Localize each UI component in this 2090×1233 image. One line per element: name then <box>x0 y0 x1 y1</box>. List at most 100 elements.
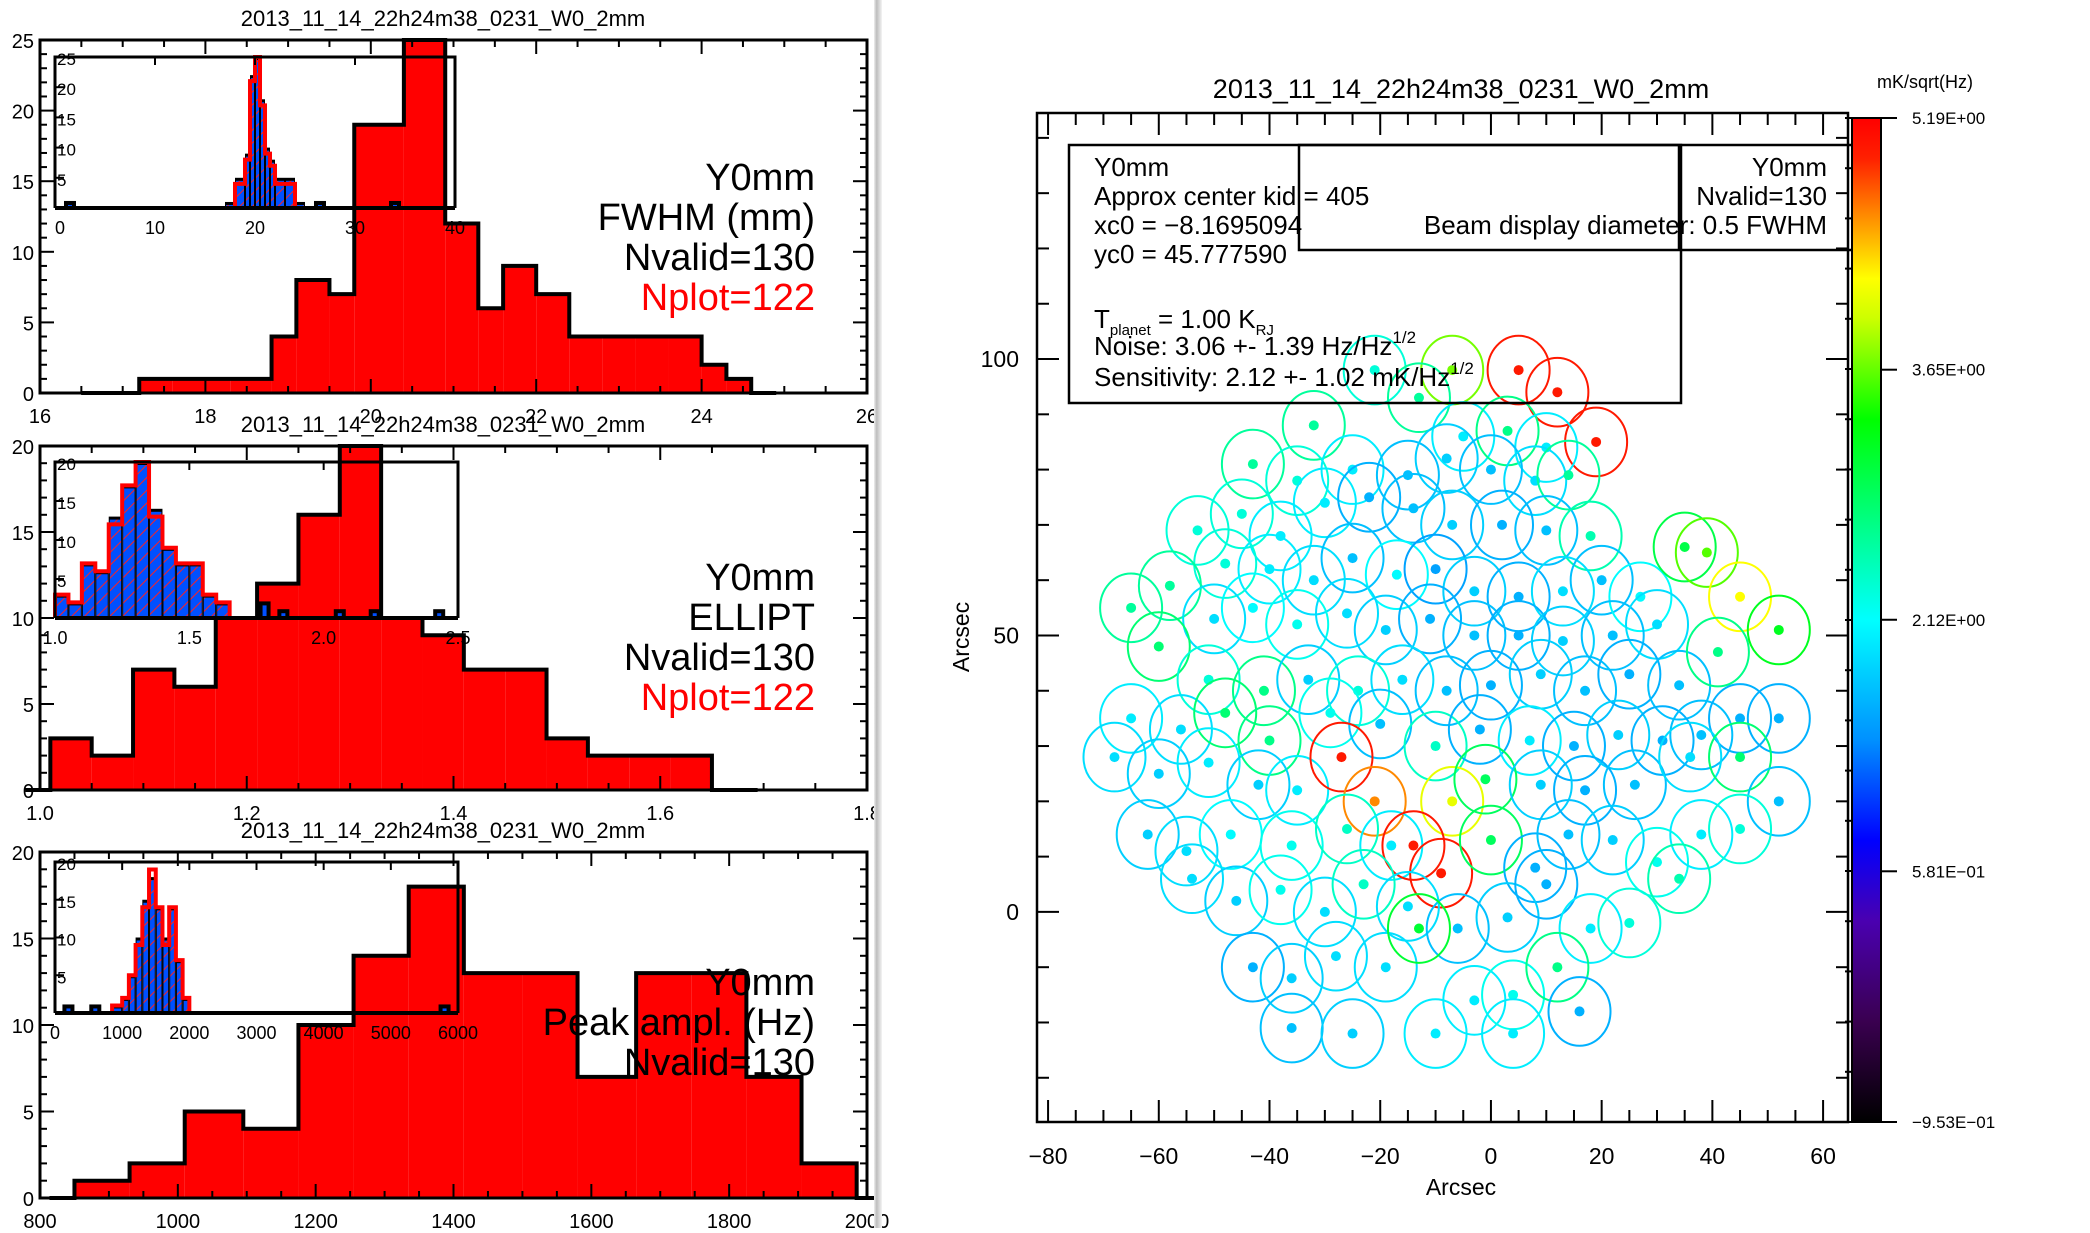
inset-y-tick-label: 10 <box>57 931 76 950</box>
detector-beam <box>1193 677 1258 749</box>
detector-beam <box>1525 356 1590 428</box>
x-tick-label: 1.0 <box>26 803 54 825</box>
beam-ellipse <box>1381 810 1446 881</box>
map-x-tick-label: 0 <box>1485 1143 1498 1169</box>
histogram-bar <box>522 973 578 1198</box>
beam-center-dot <box>1441 453 1452 464</box>
inset-bar-hatched <box>183 1000 189 1013</box>
beam-center-dot <box>1413 392 1424 403</box>
beam-center-dot <box>1773 796 1784 807</box>
x-tick-label: 1600 <box>569 1211 614 1228</box>
beam-center-dot <box>1175 724 1186 735</box>
colorbar-tick-label: 3.65E+00 <box>1912 361 1985 380</box>
inset-y-tick-label: 5 <box>57 572 66 591</box>
detector-beam <box>1486 334 1551 406</box>
histogram-annotation: Y0mm <box>705 962 815 1004</box>
beam-center-dot <box>1652 857 1663 868</box>
peak-amplitude-histogram: 2013_11_14_22h24m38_0231_W0_2mm 0 1000 200… <box>12 818 890 1233</box>
detector-beam <box>1403 710 1468 782</box>
detector-beam <box>1364 539 1429 610</box>
beam-center-dot <box>1458 431 1469 442</box>
inset-x-tick-label: 10 <box>145 218 165 238</box>
map-y-tick-label: 0 <box>1006 899 1019 925</box>
colorbar-tick-label: −9.53E−01 <box>1912 1113 1995 1132</box>
beam-center-dot <box>1358 879 1369 890</box>
beam-ellipse <box>1497 705 1562 776</box>
inset-x-tick-label: 1000 <box>102 1023 142 1043</box>
inset-bar-hatched <box>136 940 142 1013</box>
histogram-bar <box>635 336 669 393</box>
beam-ellipse <box>1409 837 1474 909</box>
beam-center-dot <box>1469 995 1480 1006</box>
histogram-annotation: ELLIPT <box>688 597 815 639</box>
beam-ellipse <box>1481 998 1546 1069</box>
beam-ellipse <box>1486 334 1551 406</box>
detector-beam <box>1420 766 1485 837</box>
detector-beam <box>1126 738 1191 810</box>
inset-x-tick-label: 0 <box>50 1023 60 1043</box>
beam-ellipse <box>1209 478 1274 550</box>
map-axes: −80 −60 −40 −20 0 20 40 60 0 50 100 <box>981 113 1848 1169</box>
beam-center-dot <box>1735 713 1746 724</box>
detector-beam <box>1348 688 1413 760</box>
beam-ellipse <box>1398 583 1463 655</box>
inset-x-tick-label: 4000 <box>304 1023 344 1043</box>
map-x-tick-label: 60 <box>1810 1143 1836 1169</box>
beam-center-dot <box>1408 840 1419 851</box>
beam-ellipse <box>1281 544 1346 616</box>
beam-center-dot <box>1735 823 1746 834</box>
histogram-bar <box>174 686 216 790</box>
beam-ellipse <box>1458 649 1523 721</box>
histogram-bar <box>536 294 570 393</box>
inset-x-tick-label: 1.0 <box>42 628 67 648</box>
beam-center-dot <box>1552 387 1563 398</box>
legend-noise: Noise: 3.06 +- 1.39 Hz/Hz1/2 <box>1094 328 1416 361</box>
beam-ellipse <box>1126 611 1191 682</box>
detector-beam <box>1442 555 1507 627</box>
beam-ellipse <box>1602 749 1667 821</box>
beam-ellipse <box>1447 694 1512 765</box>
beam-ellipse <box>1204 865 1269 937</box>
beam-ellipse <box>1375 871 1440 942</box>
beam-ellipse <box>1315 793 1380 865</box>
map-legend-left: Y0mm Approx center kid = 405 xc0 = −8.16… <box>1067 143 1683 405</box>
inset-plot-outline <box>225 55 305 210</box>
beam-ellipse <box>1674 517 1739 588</box>
inset-x-tick-label: 2.5 <box>445 628 470 648</box>
beam-center-dot <box>1701 547 1712 558</box>
beam-center-dot <box>1535 669 1546 680</box>
beam-ellipse <box>1652 511 1717 583</box>
x-tick-label: 26 <box>856 406 878 428</box>
detector-beam <box>1342 334 1407 406</box>
detector-beam <box>1708 793 1773 865</box>
detector-beam <box>1746 766 1811 837</box>
detector-beam <box>1375 871 1440 942</box>
beam-ellipse <box>1420 489 1485 561</box>
detector-beam <box>1453 743 1518 815</box>
panel-separator[interactable] <box>874 0 882 1228</box>
inset-bar-hatched <box>136 465 149 618</box>
detector-beam <box>1259 992 1324 1064</box>
beam-center-dot <box>1696 729 1707 740</box>
inset-bar-hatched <box>251 78 254 209</box>
beam-ellipse <box>1586 699 1651 771</box>
fwhm-histogram-title: 2013_11_14_22h24m38_0231_W0_2mm <box>241 6 645 31</box>
inset-histogram: 1.0 1.5 2.0 2.5 5 10 15 20 <box>42 455 470 648</box>
beam-ellipse <box>1231 655 1296 727</box>
beam-center-dot <box>1220 558 1231 569</box>
x-tick-label: 18 <box>194 406 216 428</box>
beam-ellipse <box>1137 550 1202 622</box>
inset-outlier-bar <box>389 200 401 208</box>
detector-beam <box>1597 887 1662 959</box>
detector-beam <box>1414 655 1479 727</box>
beam-center-dot <box>1247 962 1258 973</box>
beam-ellipse <box>1558 893 1623 964</box>
detector-beam <box>1381 472 1446 544</box>
inset-bar-hatched <box>129 978 135 1013</box>
inset-bar-hatched <box>113 1008 122 1013</box>
inset-x-tick-label: 6000 <box>438 1023 478 1043</box>
beam-center-dot <box>1591 436 1602 447</box>
detector-beam <box>1536 439 1601 511</box>
inset-bar-hatched <box>256 60 259 208</box>
